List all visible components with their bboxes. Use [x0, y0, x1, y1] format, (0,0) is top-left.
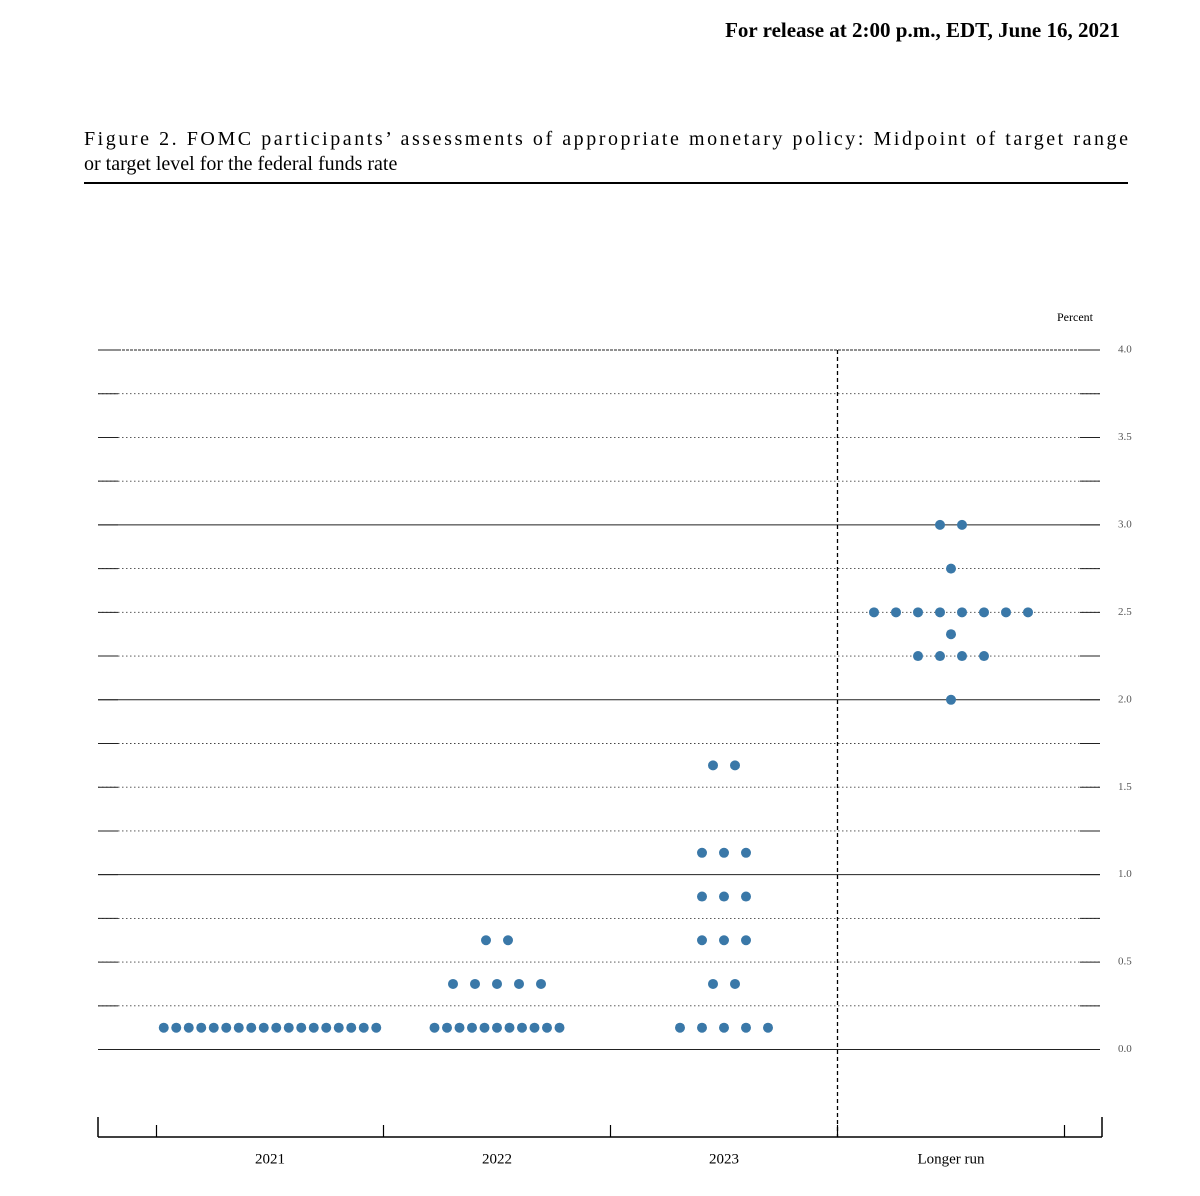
- x-tick-label: Longer run: [917, 1151, 985, 1167]
- dot: [371, 1022, 382, 1033]
- caption-line: or target level for the federal funds ra…: [84, 153, 397, 175]
- y-tick-label: 1.5: [1118, 781, 1132, 793]
- dot: [208, 1022, 219, 1033]
- dot: [246, 1022, 257, 1033]
- dot: [1023, 607, 1033, 618]
- dot: [333, 1022, 344, 1033]
- dot: [946, 629, 956, 640]
- dot: [308, 1022, 319, 1033]
- dot: [913, 607, 923, 618]
- dot: [697, 847, 707, 858]
- dot: [957, 651, 967, 662]
- dot: [529, 1022, 540, 1033]
- dot: [171, 1022, 182, 1033]
- release-note: For release at 2:00 p.m., EDT, June 16, …: [725, 18, 1120, 42]
- dot: [719, 1022, 729, 1033]
- dot: [517, 1022, 527, 1033]
- dot: [321, 1022, 332, 1033]
- dot: [708, 760, 718, 771]
- dot: [296, 1022, 307, 1033]
- y-tick-label: 2.5: [1118, 606, 1132, 618]
- dot: [1001, 607, 1011, 618]
- dot: [979, 607, 989, 618]
- y-tick-label: 0.5: [1118, 956, 1132, 968]
- dot: [957, 519, 967, 530]
- dot: [542, 1022, 552, 1033]
- dot: [741, 1022, 751, 1033]
- dot: [741, 935, 751, 946]
- x-tick-label: 2021: [255, 1151, 285, 1167]
- dot: [891, 607, 901, 618]
- dot: [467, 1022, 477, 1033]
- y-tick-label: 4.0: [1118, 344, 1132, 356]
- y-tick-label: 3.5: [1118, 431, 1132, 443]
- dot: [946, 563, 956, 574]
- dot: [913, 651, 923, 662]
- dot: [454, 1022, 465, 1033]
- dot: [503, 935, 513, 946]
- dot: [504, 1022, 515, 1033]
- y-tick-label: 1.0: [1118, 868, 1132, 880]
- dot: [448, 978, 458, 989]
- dot: [719, 935, 729, 946]
- dot: [429, 1022, 440, 1033]
- dot: [741, 847, 751, 858]
- x-tick-label: 2022: [482, 1151, 512, 1167]
- dot: [479, 1022, 490, 1033]
- dot: [536, 978, 546, 989]
- caption-line: Figure 2. FOMC participants’ assessments…: [84, 128, 1128, 150]
- dot: [346, 1022, 357, 1033]
- dot: [258, 1022, 269, 1033]
- dot: [697, 1022, 707, 1033]
- dot: [763, 1022, 773, 1033]
- y-tick-label: 0.0: [1118, 1043, 1132, 1055]
- dot: [869, 607, 879, 618]
- dot: [719, 847, 729, 858]
- dot: [697, 935, 707, 946]
- dot: [492, 978, 502, 989]
- x-tick-label: 2023: [709, 1151, 739, 1167]
- dot: [183, 1022, 194, 1033]
- y-tick-label: 2.0: [1118, 693, 1132, 705]
- dot: [719, 891, 729, 902]
- dot: [233, 1022, 244, 1033]
- dot: [358, 1022, 369, 1033]
- dot: [470, 978, 480, 989]
- dot: [271, 1022, 282, 1033]
- dot: [158, 1022, 169, 1033]
- dot: [708, 978, 718, 989]
- dot: [741, 891, 751, 902]
- dot: [221, 1022, 232, 1033]
- y-unit: Percent: [1057, 310, 1094, 324]
- dot: [697, 891, 707, 902]
- dot: [196, 1022, 207, 1033]
- dot: [935, 519, 945, 530]
- dot: [935, 651, 945, 662]
- dot: [514, 978, 524, 989]
- dot: [935, 607, 945, 618]
- dot: [554, 1022, 565, 1033]
- dot: [442, 1022, 452, 1033]
- dot: [283, 1022, 294, 1033]
- dot: [946, 694, 956, 705]
- dot: [979, 651, 989, 662]
- dot: [481, 935, 491, 946]
- y-tick-label: 3.0: [1118, 518, 1132, 530]
- dot: [730, 760, 740, 771]
- dot: [675, 1022, 685, 1033]
- dot: [730, 978, 740, 989]
- dot: [957, 607, 967, 618]
- dot: [492, 1022, 502, 1033]
